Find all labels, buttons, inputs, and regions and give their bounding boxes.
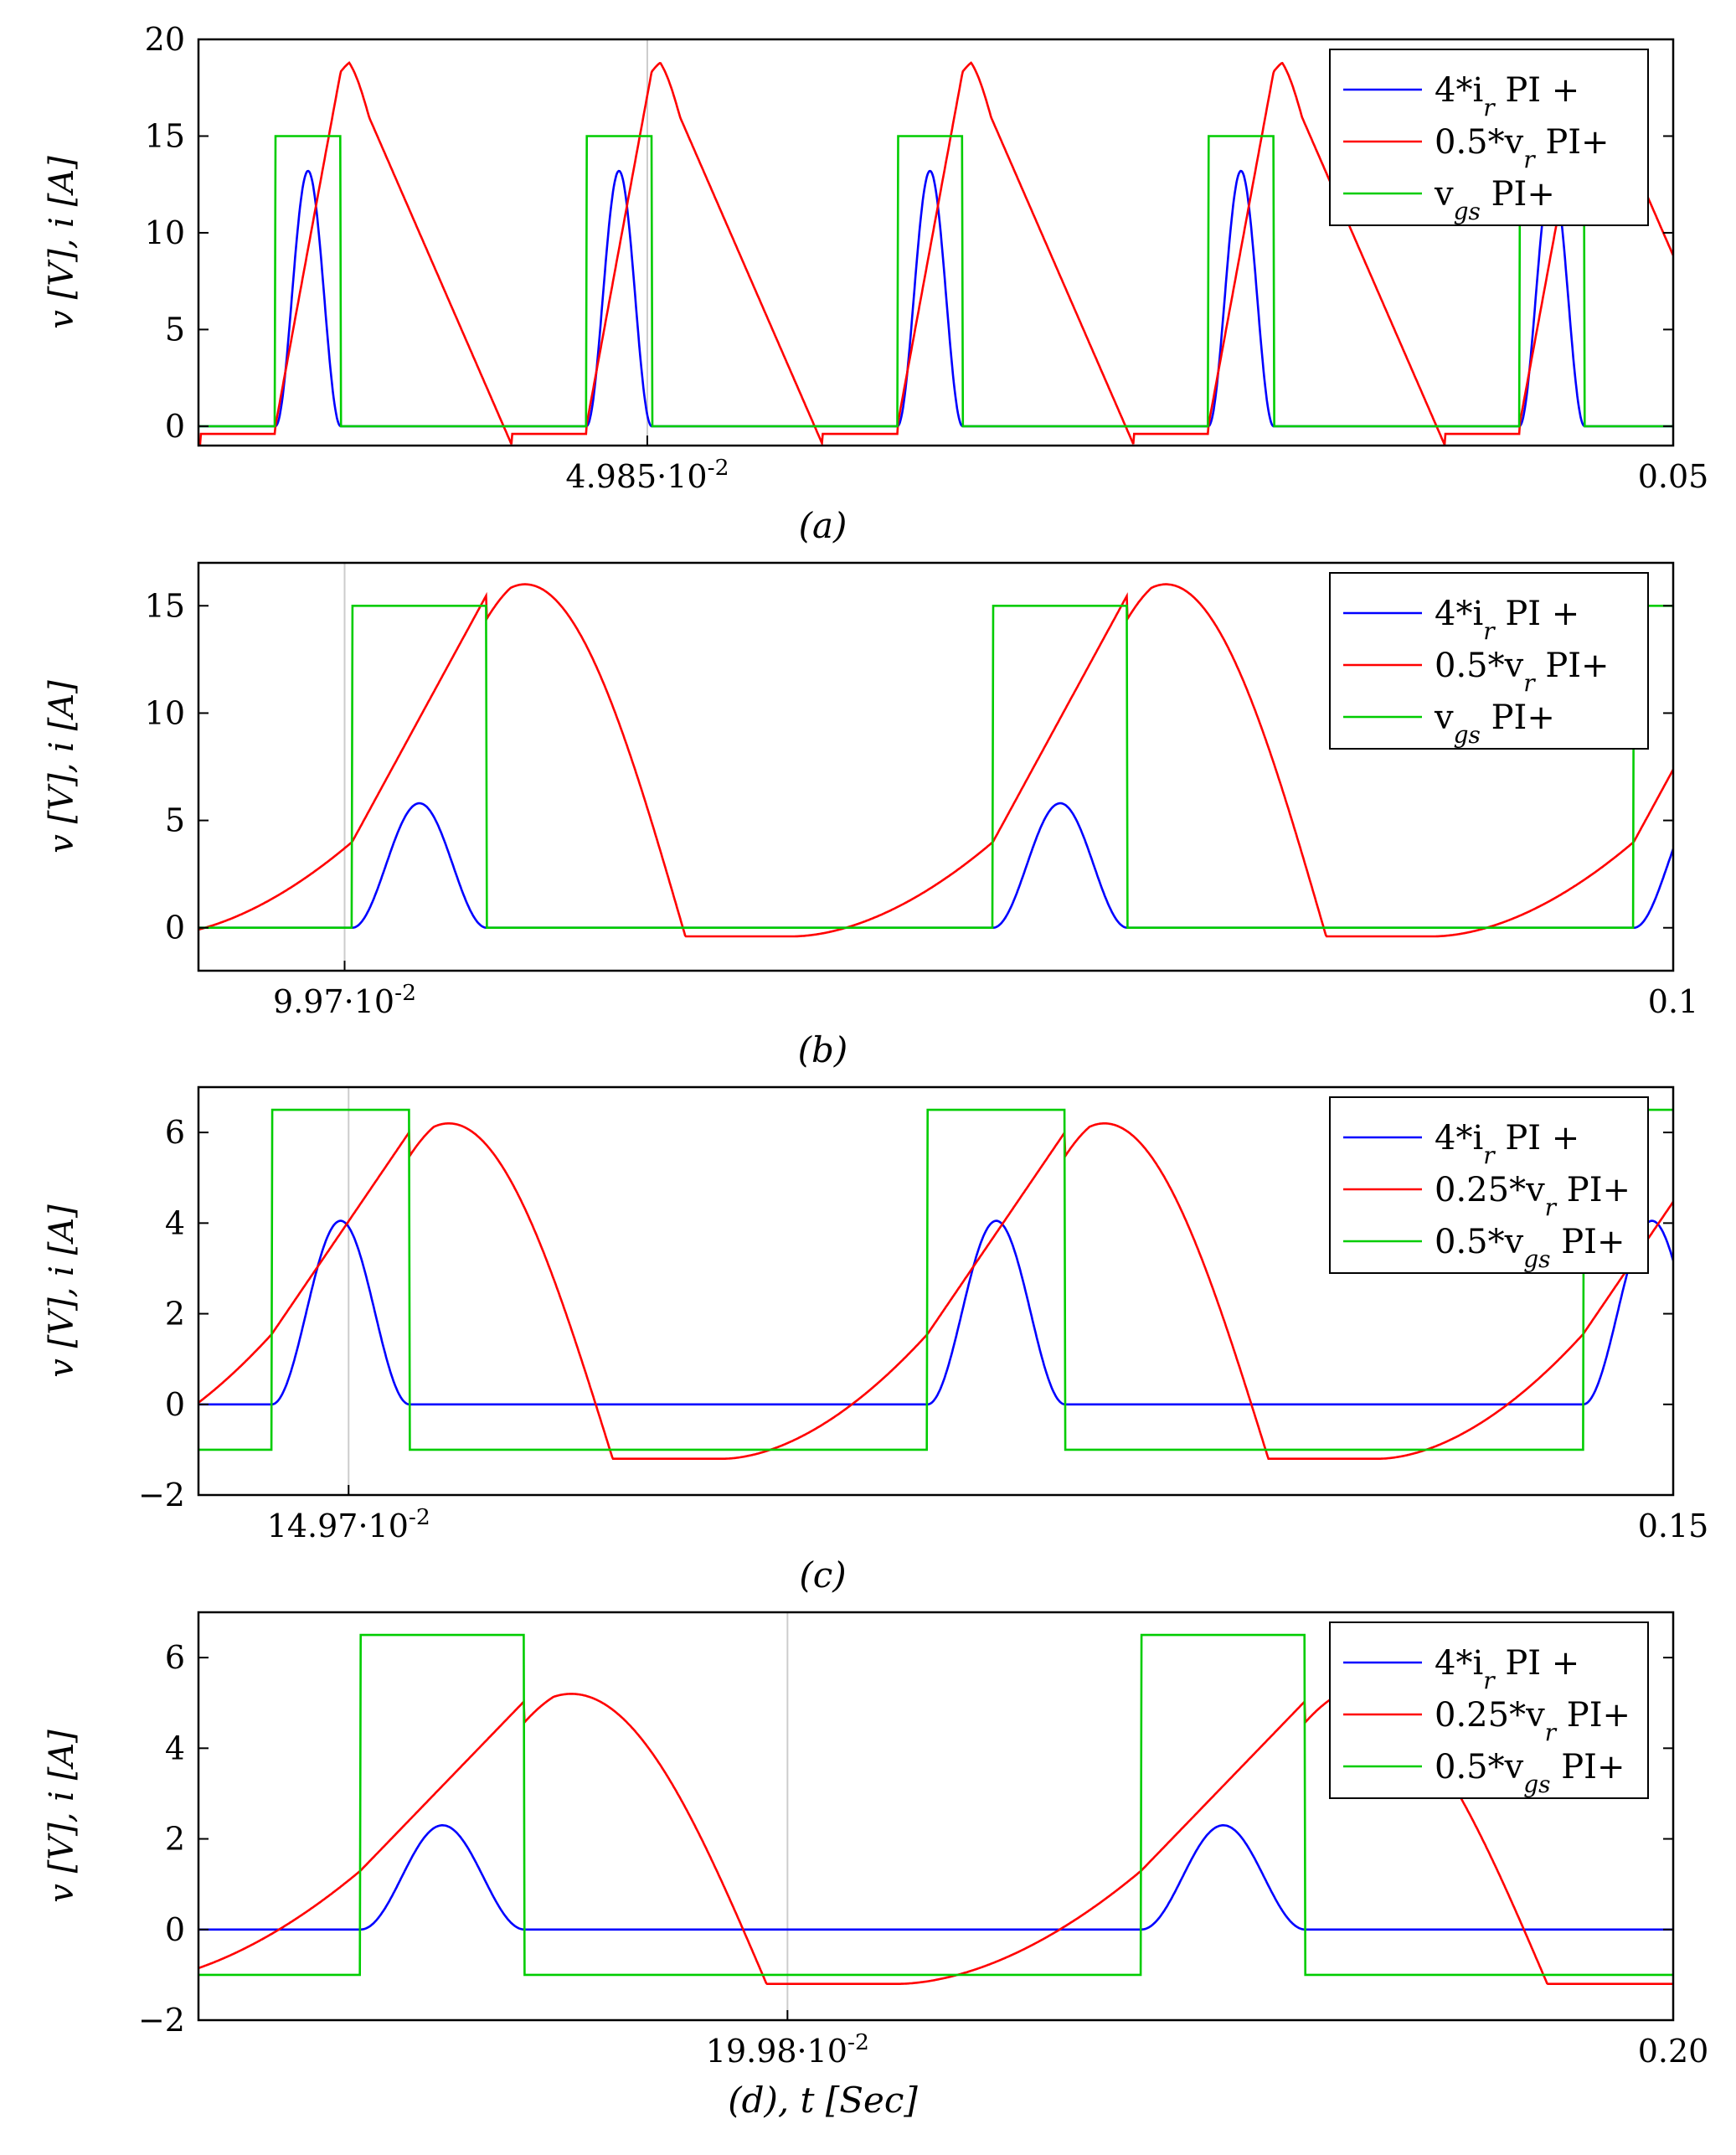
x-tick-label: 0.1	[1648, 983, 1698, 1020]
series-line-gate	[198, 1108, 1673, 1451]
chart-panel-c: −2 0 2 4 6 14.97·10-2 0.15 v [V], i [A] (c) 4*ir …	[43, 1085, 1709, 1596]
legend-entry: 0.5*vr PI+	[1435, 123, 1610, 173]
series-line-current	[198, 1824, 1673, 1931]
series-line-current	[198, 1219, 1673, 1406]
x-tick-label: 0.20	[1638, 2033, 1709, 2070]
y-axis-label: v [V], i [A]	[43, 680, 81, 853]
y-tick-label: 4	[165, 1730, 185, 1766]
y-tick-label: 0	[165, 1911, 185, 1948]
chart-panel-b: 0 5 10 15 9.97·10-2 0.1 v [V], i [A] (b) 4*ir PI…	[43, 561, 1698, 1070]
panel-caption: (d), t [Sec]	[728, 2080, 918, 2121]
legend-entry: 0.5*vgs PI+	[1435, 1223, 1625, 1273]
legend-entry: 0.25*vr PI+	[1435, 1171, 1630, 1221]
y-tick-label: 15	[145, 117, 185, 154]
panel-caption: (a)	[799, 505, 847, 546]
x-tick-label: 4.985·10-2	[565, 455, 729, 496]
y-tick-label: 0	[165, 910, 185, 946]
y-tick-label: 20	[145, 21, 185, 58]
x-tick-label: 9.97·10-2	[273, 980, 416, 1021]
panel-caption: (b)	[798, 1029, 848, 1070]
x-tick-label: 0.05	[1638, 458, 1709, 495]
y-tick-label: 10	[145, 694, 185, 731]
y-tick-label: 5	[165, 802, 185, 839]
x-tick-label: 0.15	[1638, 1508, 1709, 1544]
legend-entry: vgs PI+	[1434, 699, 1555, 749]
y-tick-label: −2	[138, 2002, 185, 2039]
legend-entry: 4*ir PI +	[1435, 1644, 1579, 1694]
legend-entry: 4*ir PI +	[1435, 71, 1579, 121]
chart-panel-a: 0 5 10 15 20 4.985·10-2 0.05 v [V], i [A] (a) 4*i…	[43, 21, 1708, 546]
x-tick-label: 14.97·10-2	[267, 1504, 430, 1545]
plot-frame	[197, 1611, 1675, 2022]
series-line-gate	[198, 605, 1673, 929]
legend-entry: 4*ir PI +	[1435, 1119, 1579, 1169]
y-tick-label: 2	[165, 1296, 185, 1333]
legend-entry: 0.25*vr PI+	[1435, 1696, 1630, 1746]
legend: 4*ir PI +0.5*vr PI+vgs PI+	[1329, 572, 1649, 750]
legend-entry: 0.5*vgs PI+	[1435, 1748, 1625, 1798]
y-tick-label: 4	[165, 1204, 185, 1241]
legend: 4*ir PI +0.5*vr PI+vgs PI+	[1329, 49, 1649, 226]
legend-box	[1329, 49, 1649, 226]
y-tick-label: 6	[165, 1639, 185, 1676]
y-axis-label: v [V], i [A]	[43, 1204, 81, 1378]
y-tick-label: 0	[165, 408, 185, 445]
legend-entry: 4*ir PI +	[1435, 595, 1579, 645]
series-line-gate	[198, 1633, 1673, 1977]
y-tick-label: 15	[145, 587, 185, 624]
y-tick-label: 0	[165, 1386, 185, 1423]
y-axis-label: v [V], i [A]	[43, 156, 81, 329]
legend-box	[1329, 1621, 1649, 1799]
plot-frame	[197, 1085, 1675, 1497]
panel-caption: (c)	[799, 1554, 846, 1596]
chart-panel-d: −2 0 2 4 6 19.98·10-2 0.20 v [V], i [A] (d), t […	[43, 1611, 1709, 2121]
y-axis-label: v [V], i [A]	[43, 1730, 81, 1903]
y-tick-label: 10	[145, 214, 185, 251]
series-line-voltage	[198, 583, 1673, 938]
legend-entry: 0.5*vr PI+	[1435, 647, 1610, 697]
plot-frame	[197, 38, 1675, 447]
legend: 4*ir PI +0.25*vr PI+0.5*vgs PI+	[1329, 1096, 1649, 1274]
y-tick-label: 2	[165, 1821, 185, 1858]
legend-box	[1329, 572, 1649, 750]
series-line-voltage	[198, 60, 1673, 446]
x-tick-label: 19.98·10-2	[706, 2029, 869, 2070]
y-tick-label: 6	[165, 1114, 185, 1151]
legend: 4*ir PI +0.25*vr PI+0.5*vgs PI+	[1329, 1621, 1649, 1799]
legend-entry: vgs PI+	[1434, 175, 1555, 225]
y-tick-label: 5	[165, 311, 185, 348]
y-tick-label: −2	[138, 1477, 185, 1513]
series-line-current	[198, 802, 1673, 929]
plot-frame	[197, 561, 1675, 972]
series-line-gate	[198, 135, 1673, 428]
legend-box	[1329, 1096, 1649, 1274]
